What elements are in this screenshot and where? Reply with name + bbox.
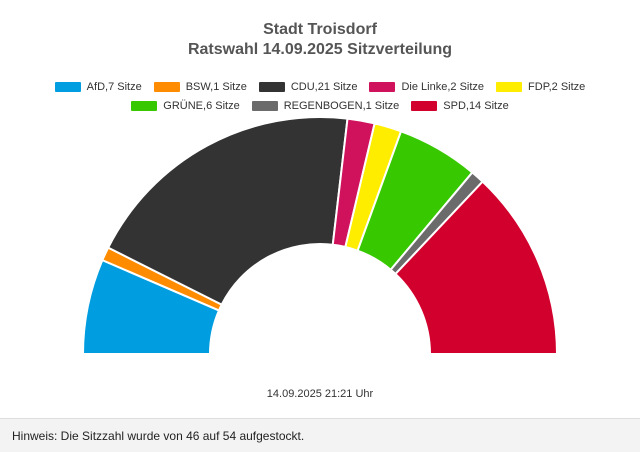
legend-item-die-linke[interactable]: Die Linke,2 Sitze — [369, 81, 484, 93]
legend: AfD,7 Sitze BSW,1 Sitze CDU,21 Sitze Die… — [0, 77, 640, 115]
chart-title: Stadt Troisdorf — [263, 21, 377, 38]
legend-label-cdu: CDU,21 Sitze — [290, 80, 358, 93]
legend-label-die-linke: Die Linke,2 Sitze — [401, 80, 485, 93]
legend-swatch-gruene — [131, 100, 158, 111]
legend-label-fdp: FDP,2 Sitze — [528, 80, 586, 93]
legend-swatch-afd — [54, 81, 81, 92]
seat-segment-spd[interactable] — [394, 180, 559, 355]
chart-container: Stadt Troisdorf Ratswahl 14.09.2025 Sitz… — [0, 21, 640, 400]
legend-label-afd: AfD,7 Sitze — [86, 80, 142, 93]
legend-item-fdp[interactable]: FDP,2 Sitze — [496, 81, 585, 93]
legend-swatch-die-linke — [369, 81, 396, 92]
timestamp: 14.09.2025 21:21 Uhr — [266, 388, 374, 400]
footer-note-text: Hinweis: Die Sitzzahl wurde von 46 auf 5… — [12, 429, 305, 443]
legend-row-2: GRÜNE,6 Sitze REGENBOGEN,1 Sitze SPD,14 … — [0, 96, 640, 115]
legend-row-1: AfD,7 Sitze BSW,1 Sitze CDU,21 Sitze Die… — [0, 77, 640, 96]
legend-swatch-regenbogen — [251, 100, 278, 111]
footer-note: Hinweis: Die Sitzzahl wurde von 46 auf 5… — [0, 418, 640, 452]
legend-swatch-bsw — [153, 81, 180, 92]
legend-item-cdu[interactable]: CDU,21 Sitze — [258, 80, 358, 93]
chart-subtitle: Ratswahl 14.09.2025 Sitzverteilung — [187, 41, 453, 58]
legend-label-spd: SPD,14 Sitze — [443, 99, 509, 112]
legend-item-regenbogen[interactable]: REGENBOGEN,1 Sitze — [251, 99, 400, 112]
legend-item-gruene[interactable]: GRÜNE,6 Sitze — [131, 99, 240, 112]
legend-label-gruene: GRÜNE,6 Sitze — [163, 99, 240, 112]
legend-item-afd[interactable]: AfD,7 Sitze — [54, 80, 142, 93]
parliament-chart — [81, 116, 559, 355]
legend-swatch-cdu — [258, 81, 285, 92]
legend-swatch-spd — [411, 100, 438, 111]
legend-swatch-fdp — [496, 81, 523, 92]
legend-label-bsw: BSW,1 Sitze — [185, 80, 247, 93]
legend-label-regenbogen: REGENBOGEN,1 Sitze — [283, 99, 400, 112]
legend-item-spd[interactable]: SPD,14 Sitze — [411, 99, 509, 112]
legend-item-bsw[interactable]: BSW,1 Sitze — [153, 80, 247, 93]
seat-segment-cdu[interactable] — [106, 116, 349, 306]
